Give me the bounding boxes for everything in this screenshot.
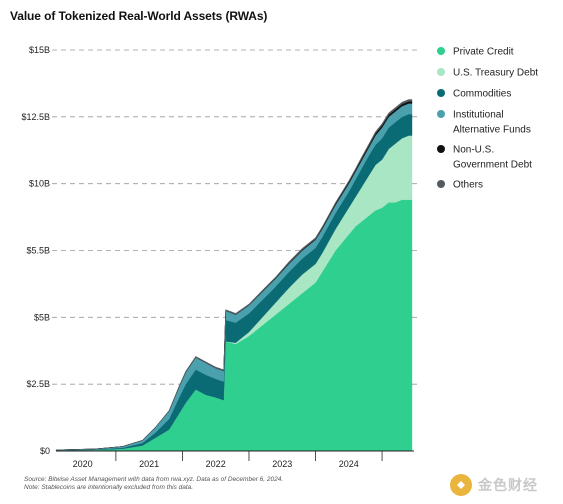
y-tick-label: $5.5B (26, 246, 50, 256)
area-others (55, 99, 413, 451)
legend-label: Non-U.S. Government Debt (453, 145, 532, 171)
axes: 2020 2021 2022 2023 2024 (56, 450, 414, 469)
source-note-line-2: Note: Stablecoins are intentionally excl… (24, 484, 194, 491)
legend-marker (437, 180, 445, 188)
y-tick-label: $12.5B (21, 112, 50, 122)
x-tick-label: 2024 (339, 459, 359, 469)
watermark-logo-icon (450, 474, 472, 496)
legend: Private Credit U.S. Treasury Debt Commodit… (437, 47, 538, 191)
legend-label: U.S. Treasury Debt (453, 68, 538, 79)
legend-label: Commodities (453, 89, 511, 100)
legend-marker (437, 145, 445, 153)
x-tick-label: 2022 (206, 459, 226, 469)
legend-marker (437, 110, 445, 118)
legend-label: Private Credit (453, 47, 514, 58)
y-tick-label: $10B (29, 179, 50, 189)
y-tick-label: $15B (29, 45, 50, 55)
stacked-areas (55, 99, 413, 452)
legend-marker (437, 89, 445, 97)
source-note-line-1: Source: Bitwise Asset Management with da… (24, 476, 284, 483)
legend-label: Others (453, 180, 483, 191)
legend-marker (437, 68, 445, 76)
watermark: 金色财经 (450, 470, 560, 500)
watermark-text: 金色财经 (478, 477, 538, 493)
source-note: Source: Bitwise Asset Management with da… (24, 476, 283, 492)
legend-label: Institutional Alternative Funds (453, 110, 531, 136)
x-tick-label: 2021 (139, 459, 159, 469)
chart-title: Value of Tokenized Real-World Assets (RW… (10, 9, 268, 23)
legend-marker (437, 47, 445, 55)
y-tick-label: $2.5B (26, 379, 50, 389)
y-tick-label: $5B (34, 312, 50, 322)
x-tick-label: 2023 (272, 459, 292, 469)
y-tick-label: $0 (40, 446, 50, 456)
x-tick-label: 2020 (73, 459, 93, 469)
